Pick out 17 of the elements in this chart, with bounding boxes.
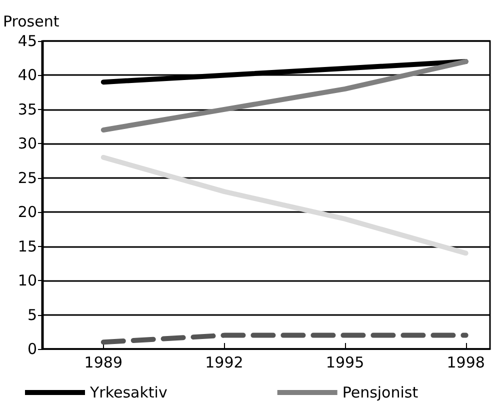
x-tick-label: 1992 bbox=[205, 354, 244, 372]
x-tick-label: 1998 bbox=[446, 354, 485, 372]
y-tick-label: 40 bbox=[18, 66, 37, 84]
y-tick-label: 5 bbox=[27, 306, 37, 324]
legend-label: Yrkesaktiv bbox=[89, 384, 168, 402]
y-axis-title: Prosent bbox=[3, 12, 60, 30]
y-tick-label: 30 bbox=[18, 134, 37, 153]
x-tick-label: 1989 bbox=[84, 354, 122, 372]
y-tick-label: 35 bbox=[18, 100, 37, 118]
y-tick-label: 25 bbox=[18, 168, 37, 187]
y-tick-label: 45 bbox=[18, 32, 37, 50]
x-tick-label: 1995 bbox=[326, 354, 364, 372]
y-tick-label: 10 bbox=[18, 272, 37, 290]
y-tick-label: 15 bbox=[18, 237, 37, 256]
y-tick-label: 0 bbox=[27, 340, 37, 358]
y-tick-label: 20 bbox=[18, 203, 37, 222]
legend-label: Pensjonist bbox=[342, 384, 418, 402]
